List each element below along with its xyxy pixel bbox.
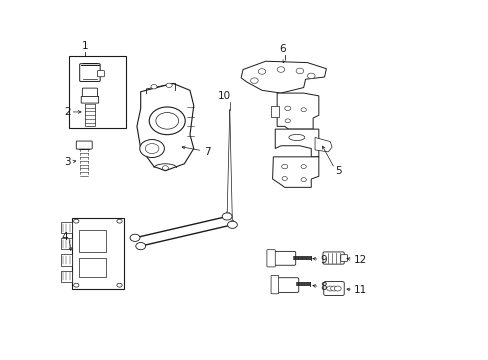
Bar bbox=[61, 255, 72, 266]
Circle shape bbox=[117, 219, 122, 223]
Circle shape bbox=[250, 78, 258, 84]
Bar bbox=[72, 218, 124, 288]
Circle shape bbox=[281, 164, 287, 169]
Ellipse shape bbox=[288, 134, 304, 140]
Circle shape bbox=[117, 283, 122, 287]
Circle shape bbox=[301, 165, 305, 168]
Circle shape bbox=[162, 166, 168, 170]
Circle shape bbox=[258, 69, 265, 74]
FancyBboxPatch shape bbox=[270, 275, 278, 294]
Text: 8: 8 bbox=[320, 282, 326, 292]
Polygon shape bbox=[314, 138, 331, 152]
Circle shape bbox=[285, 119, 290, 123]
Bar bbox=[69, 56, 125, 128]
Circle shape bbox=[282, 176, 287, 180]
FancyBboxPatch shape bbox=[270, 251, 295, 265]
FancyBboxPatch shape bbox=[266, 250, 275, 267]
Circle shape bbox=[130, 234, 140, 242]
Text: 4: 4 bbox=[62, 232, 68, 242]
Text: 1: 1 bbox=[81, 41, 88, 51]
Circle shape bbox=[301, 177, 305, 181]
Polygon shape bbox=[277, 93, 318, 129]
FancyBboxPatch shape bbox=[97, 71, 104, 77]
FancyBboxPatch shape bbox=[323, 282, 344, 296]
Circle shape bbox=[136, 243, 145, 250]
Bar bbox=[270, 106, 279, 117]
Circle shape bbox=[284, 106, 290, 111]
Ellipse shape bbox=[140, 140, 164, 158]
Polygon shape bbox=[241, 61, 326, 93]
Text: 3: 3 bbox=[64, 157, 71, 167]
FancyBboxPatch shape bbox=[274, 278, 298, 292]
Circle shape bbox=[74, 283, 79, 287]
Circle shape bbox=[227, 221, 237, 228]
Circle shape bbox=[156, 112, 178, 129]
Polygon shape bbox=[137, 84, 193, 171]
Circle shape bbox=[326, 286, 333, 291]
Bar bbox=[61, 222, 72, 233]
Text: 2: 2 bbox=[64, 108, 71, 117]
Circle shape bbox=[334, 286, 341, 291]
Text: 6: 6 bbox=[279, 44, 285, 54]
Circle shape bbox=[330, 286, 337, 291]
FancyBboxPatch shape bbox=[80, 64, 100, 81]
Circle shape bbox=[151, 85, 157, 89]
Text: 11: 11 bbox=[353, 285, 366, 296]
Circle shape bbox=[74, 219, 79, 223]
FancyBboxPatch shape bbox=[323, 252, 344, 264]
Ellipse shape bbox=[149, 107, 185, 135]
FancyBboxPatch shape bbox=[81, 96, 99, 103]
Circle shape bbox=[222, 213, 232, 220]
Text: 9: 9 bbox=[320, 255, 326, 265]
Text: 12: 12 bbox=[353, 255, 366, 265]
FancyBboxPatch shape bbox=[76, 141, 92, 149]
Circle shape bbox=[301, 108, 305, 112]
Bar bbox=[79, 230, 105, 252]
FancyBboxPatch shape bbox=[340, 255, 347, 261]
Circle shape bbox=[277, 67, 284, 72]
Circle shape bbox=[145, 144, 159, 153]
Circle shape bbox=[307, 73, 314, 79]
Text: 7: 7 bbox=[204, 147, 210, 157]
Circle shape bbox=[295, 68, 303, 74]
Text: 10: 10 bbox=[217, 91, 230, 101]
Polygon shape bbox=[272, 157, 318, 187]
Polygon shape bbox=[275, 129, 318, 157]
Bar bbox=[61, 270, 72, 282]
Text: 5: 5 bbox=[334, 166, 341, 176]
Bar bbox=[61, 238, 72, 249]
Circle shape bbox=[166, 83, 172, 87]
FancyBboxPatch shape bbox=[82, 88, 97, 98]
Bar bbox=[79, 258, 105, 278]
